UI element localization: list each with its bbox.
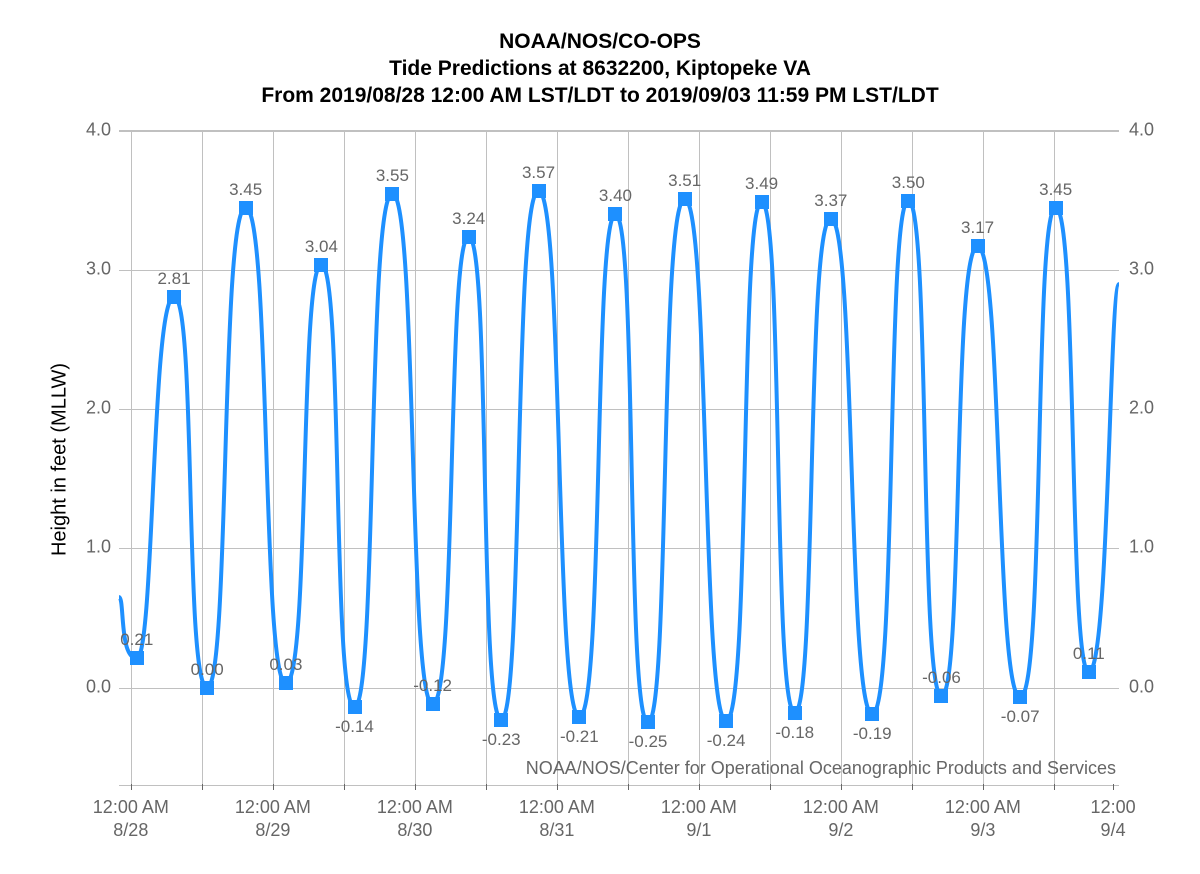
tide-value-label: -0.23 [482, 730, 521, 750]
tide-value-label: -0.24 [707, 731, 746, 751]
x-tick-mark [202, 784, 203, 790]
tide-chart: NOAA/NOS/CO-OPS Tide Predictions at 8632… [0, 0, 1200, 874]
x-tick-mark [415, 784, 416, 790]
x-tick-mark [983, 784, 984, 790]
y-tick-left: 3.0 [75, 259, 111, 280]
y-tick-right: 3.0 [1129, 259, 1154, 280]
x-tick-mark [486, 784, 487, 790]
x-tick-mark [912, 784, 913, 790]
tide-value-label: 0.21 [120, 630, 153, 650]
tide-value-label: 3.40 [599, 186, 632, 206]
x-tick-label: 12:00 AM8/29 [235, 796, 311, 841]
tide-marker [572, 710, 586, 724]
title-line-3: From 2019/08/28 12:00 AM LST/LDT to 2019… [0, 84, 1200, 108]
tide-value-label: -0.21 [560, 727, 599, 747]
tide-marker [971, 239, 985, 253]
tide-marker [608, 207, 622, 221]
tide-value-label: 3.04 [305, 237, 338, 257]
x-tick-mark [131, 784, 132, 790]
tide-value-label: -0.19 [853, 724, 892, 744]
x-tick-label: 12:00 AM9/2 [803, 796, 879, 841]
tide-value-label: -0.06 [922, 668, 961, 688]
y-tick-left: 4.0 [75, 120, 111, 141]
tide-value-label: -0.18 [775, 723, 814, 743]
tide-value-label: 3.45 [1039, 180, 1072, 200]
x-tick-label: 12:00 AM8/30 [377, 796, 453, 841]
tide-value-label: 3.17 [961, 218, 994, 238]
tide-marker [494, 713, 508, 727]
plot-area: 0.21 2.81 0.00 3.45 0.03 3.04 -0.14 3.55 -0.12 3.… [119, 130, 1119, 786]
tide-value-label: 0.03 [269, 655, 302, 675]
tide-value-label: 3.45 [229, 180, 262, 200]
tide-marker [719, 714, 733, 728]
y-tick-left: 0.0 [75, 676, 111, 697]
tide-marker [1049, 201, 1063, 215]
x-tick-mark [344, 784, 345, 790]
tide-marker [348, 700, 362, 714]
tide-value-label: 3.37 [814, 191, 847, 211]
x-tick-mark [770, 784, 771, 790]
x-tick-label: 12:00 AM8/31 [519, 796, 595, 841]
y-axis-label: Height in feet (MLLW) [49, 360, 72, 560]
tide-marker [130, 651, 144, 665]
tide-value-label: -0.12 [413, 676, 452, 696]
tide-marker [678, 192, 692, 206]
y-tick-right: 1.0 [1129, 537, 1154, 558]
y-tick-right: 0.0 [1129, 676, 1154, 697]
tide-marker [239, 201, 253, 215]
tide-line-path [119, 191, 1119, 723]
x-tick-label: 12:00 AM8/28 [93, 796, 169, 841]
x-tick-mark [628, 784, 629, 790]
tide-value-label: -0.07 [1001, 707, 1040, 727]
tide-value-label: 3.24 [452, 209, 485, 229]
y-tick-left: 2.0 [75, 398, 111, 419]
x-tick-mark [1054, 784, 1055, 790]
x-tick-mark [699, 784, 700, 790]
tide-marker [532, 184, 546, 198]
title-line-2: Tide Predictions at 8632200, Kiptopeke V… [0, 57, 1200, 81]
tide-marker [1082, 665, 1096, 679]
x-tick-label: 12:00 AM9/1 [661, 796, 737, 841]
tide-marker [755, 195, 769, 209]
tide-value-label: -0.25 [629, 732, 668, 752]
tide-marker [279, 676, 293, 690]
tide-value-label: 0.00 [191, 660, 224, 680]
tide-value-label: 0.11 [1073, 644, 1105, 664]
tide-marker [865, 707, 879, 721]
tide-value-label: 3.55 [376, 166, 409, 186]
tide-value-label: 3.50 [892, 173, 925, 193]
tide-value-label: 3.49 [745, 174, 778, 194]
x-tick-label: 12:00 AM9/3 [945, 796, 1021, 841]
tide-marker [641, 715, 655, 729]
y-tick-right: 4.0 [1129, 120, 1154, 141]
tide-marker [1013, 690, 1027, 704]
tide-value-label: 3.57 [522, 163, 555, 183]
x-tick-mark [273, 784, 274, 790]
tide-value-label: 2.81 [157, 269, 190, 289]
tide-marker [788, 706, 802, 720]
tide-marker [167, 290, 181, 304]
x-tick-label: 12:009/4 [1091, 796, 1136, 841]
tide-marker [385, 187, 399, 201]
y-tick-right: 2.0 [1129, 398, 1154, 419]
chart-title: NOAA/NOS/CO-OPS Tide Predictions at 8632… [0, 30, 1200, 108]
tide-value-label: -0.14 [335, 717, 374, 737]
tide-marker [462, 230, 476, 244]
tide-value-label: 3.51 [668, 171, 701, 191]
x-tick-mark [1113, 784, 1114, 790]
tide-marker [426, 697, 440, 711]
tide-marker [901, 194, 915, 208]
x-tick-mark [557, 784, 558, 790]
x-tick-mark [841, 784, 842, 790]
title-line-1: NOAA/NOS/CO-OPS [0, 30, 1200, 54]
chart-footer: NOAA/NOS/Center for Operational Oceanogr… [526, 758, 1116, 779]
tide-marker [314, 258, 328, 272]
y-tick-left: 1.0 [75, 537, 111, 558]
tide-marker [824, 212, 838, 226]
tide-marker [200, 681, 214, 695]
tide-marker [934, 689, 948, 703]
